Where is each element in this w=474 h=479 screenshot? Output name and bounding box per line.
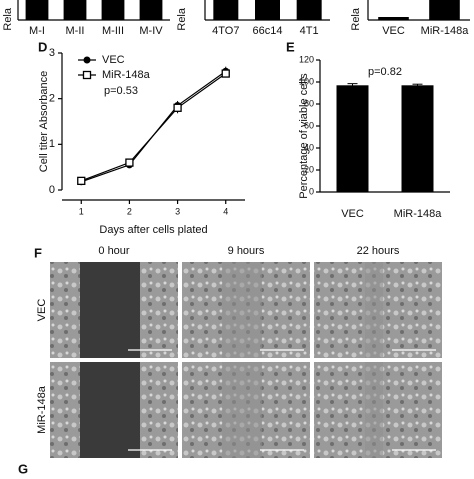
x-tick-label: 4T1 (300, 25, 319, 37)
x-axis-label: Days after cells plated (99, 224, 207, 236)
y-tick-label: 0 (49, 184, 55, 196)
y-tick-label: 0 (309, 186, 314, 196)
line (81, 73, 227, 182)
y-tick-label: 1 (49, 138, 55, 150)
wound-gap (365, 262, 383, 358)
legend-marker (83, 56, 91, 64)
y-tick-label: 3 (49, 47, 55, 59)
bar-fragment (25, 0, 49, 20)
y-axis-label: Cell titer Absorbance (38, 71, 50, 173)
x-tick-label: MiR-148a (421, 25, 470, 37)
row-label: MiR-148a (36, 385, 48, 434)
wound-gap (365, 362, 383, 458)
y-axis-label: Rela (176, 7, 188, 31)
wound-gap (222, 362, 262, 458)
wound-gap (80, 362, 140, 458)
marker (125, 158, 134, 167)
y-tick-label: 60 (304, 120, 314, 130)
x-tick-label: M-III (102, 25, 124, 37)
x-tick-label: 1 (79, 206, 84, 216)
x-tick-label: M-IV (139, 25, 163, 37)
y-tick-label: 2 (49, 93, 55, 105)
y-tick-label: 40 (304, 142, 314, 152)
annotation: p=0.82 (368, 66, 402, 78)
x-tick-label: 2 (127, 206, 132, 216)
bar-fragment (101, 0, 125, 20)
bar-fragment (139, 0, 163, 20)
x-tick-label: MiR-148a (394, 208, 443, 220)
x-tick-label: M-II (66, 25, 85, 37)
wound-gap (80, 262, 140, 358)
x-tick-label: VEC (382, 25, 405, 37)
legend-label: VEC (102, 54, 125, 66)
marker (221, 69, 230, 78)
annotation: p=0.53 (104, 85, 138, 97)
y-tick-label: 120 (299, 54, 314, 64)
panel-label: F (34, 245, 42, 260)
bar-fragment (213, 0, 239, 20)
legend-label: MiR-148a (102, 69, 151, 81)
x-tick-label: 4TO7 (212, 25, 239, 37)
bar-fragment (378, 17, 409, 20)
y-axis-label: Rela (350, 7, 362, 31)
x-tick-label: 3 (175, 206, 180, 216)
bar-fragment (255, 0, 280, 20)
panel-label: G (18, 461, 28, 474)
y-axis-label: Rela (2, 7, 14, 31)
y-tick-label: 80 (304, 98, 314, 108)
column-header: 0 hour (98, 245, 130, 257)
y-axis-label: Percentage of viable cells (298, 73, 310, 199)
bar-fragment (296, 0, 322, 20)
y-tick-label: 20 (304, 164, 314, 174)
marker (77, 176, 86, 186)
row-label: VEC (36, 299, 48, 322)
column-header: 22 hours (357, 245, 400, 257)
bar-fragment (429, 0, 460, 20)
panel-label: E (286, 39, 295, 54)
column-header: 9 hours (228, 245, 265, 257)
x-tick-label: 4 (223, 206, 228, 216)
bar (336, 85, 369, 192)
legend-marker (82, 70, 92, 80)
panel-label: D (38, 39, 47, 54)
line (81, 70, 227, 183)
bar (401, 85, 434, 192)
bar-fragment (63, 0, 87, 20)
x-tick-label: VEC (341, 208, 364, 220)
x-tick-label: 66c14 (253, 25, 283, 37)
wound-gap (222, 262, 262, 358)
y-tick-label: 100 (299, 76, 314, 86)
marker (173, 103, 182, 112)
x-tick-label: M-I (29, 25, 45, 37)
